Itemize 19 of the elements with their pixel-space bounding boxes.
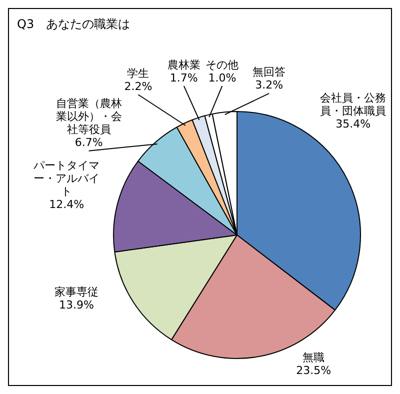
slice-label: 無職 [302, 351, 325, 364]
data-label: 2.2% [124, 80, 152, 93]
slice-label: パートタイマー・アルバイト [32, 158, 100, 198]
chart-title: Q3 あなたの職業は [17, 17, 130, 32]
data-label: 23.5% [296, 364, 332, 378]
slice-label: 農林業 [167, 58, 200, 72]
data-label: 3.2% [255, 78, 284, 92]
data-label: 6.7% [74, 136, 103, 150]
data-label: 1.7% [170, 71, 198, 84]
slice-label: 学生 [127, 66, 150, 80]
slice-label: 家事専従 [54, 286, 98, 299]
data-label: 13.9% [58, 298, 94, 312]
slice-label: その他 [206, 58, 239, 72]
data-label: 1.0% [208, 71, 236, 84]
slice-label: 会社員・公務員・団体職員 [320, 91, 386, 118]
slice-label: 自営業（農林業以外）・会社等役員 [56, 97, 122, 136]
data-label: 12.4% [49, 198, 84, 211]
data-label: 35.4% [336, 117, 371, 130]
slice-label: 無回答 [252, 66, 286, 79]
